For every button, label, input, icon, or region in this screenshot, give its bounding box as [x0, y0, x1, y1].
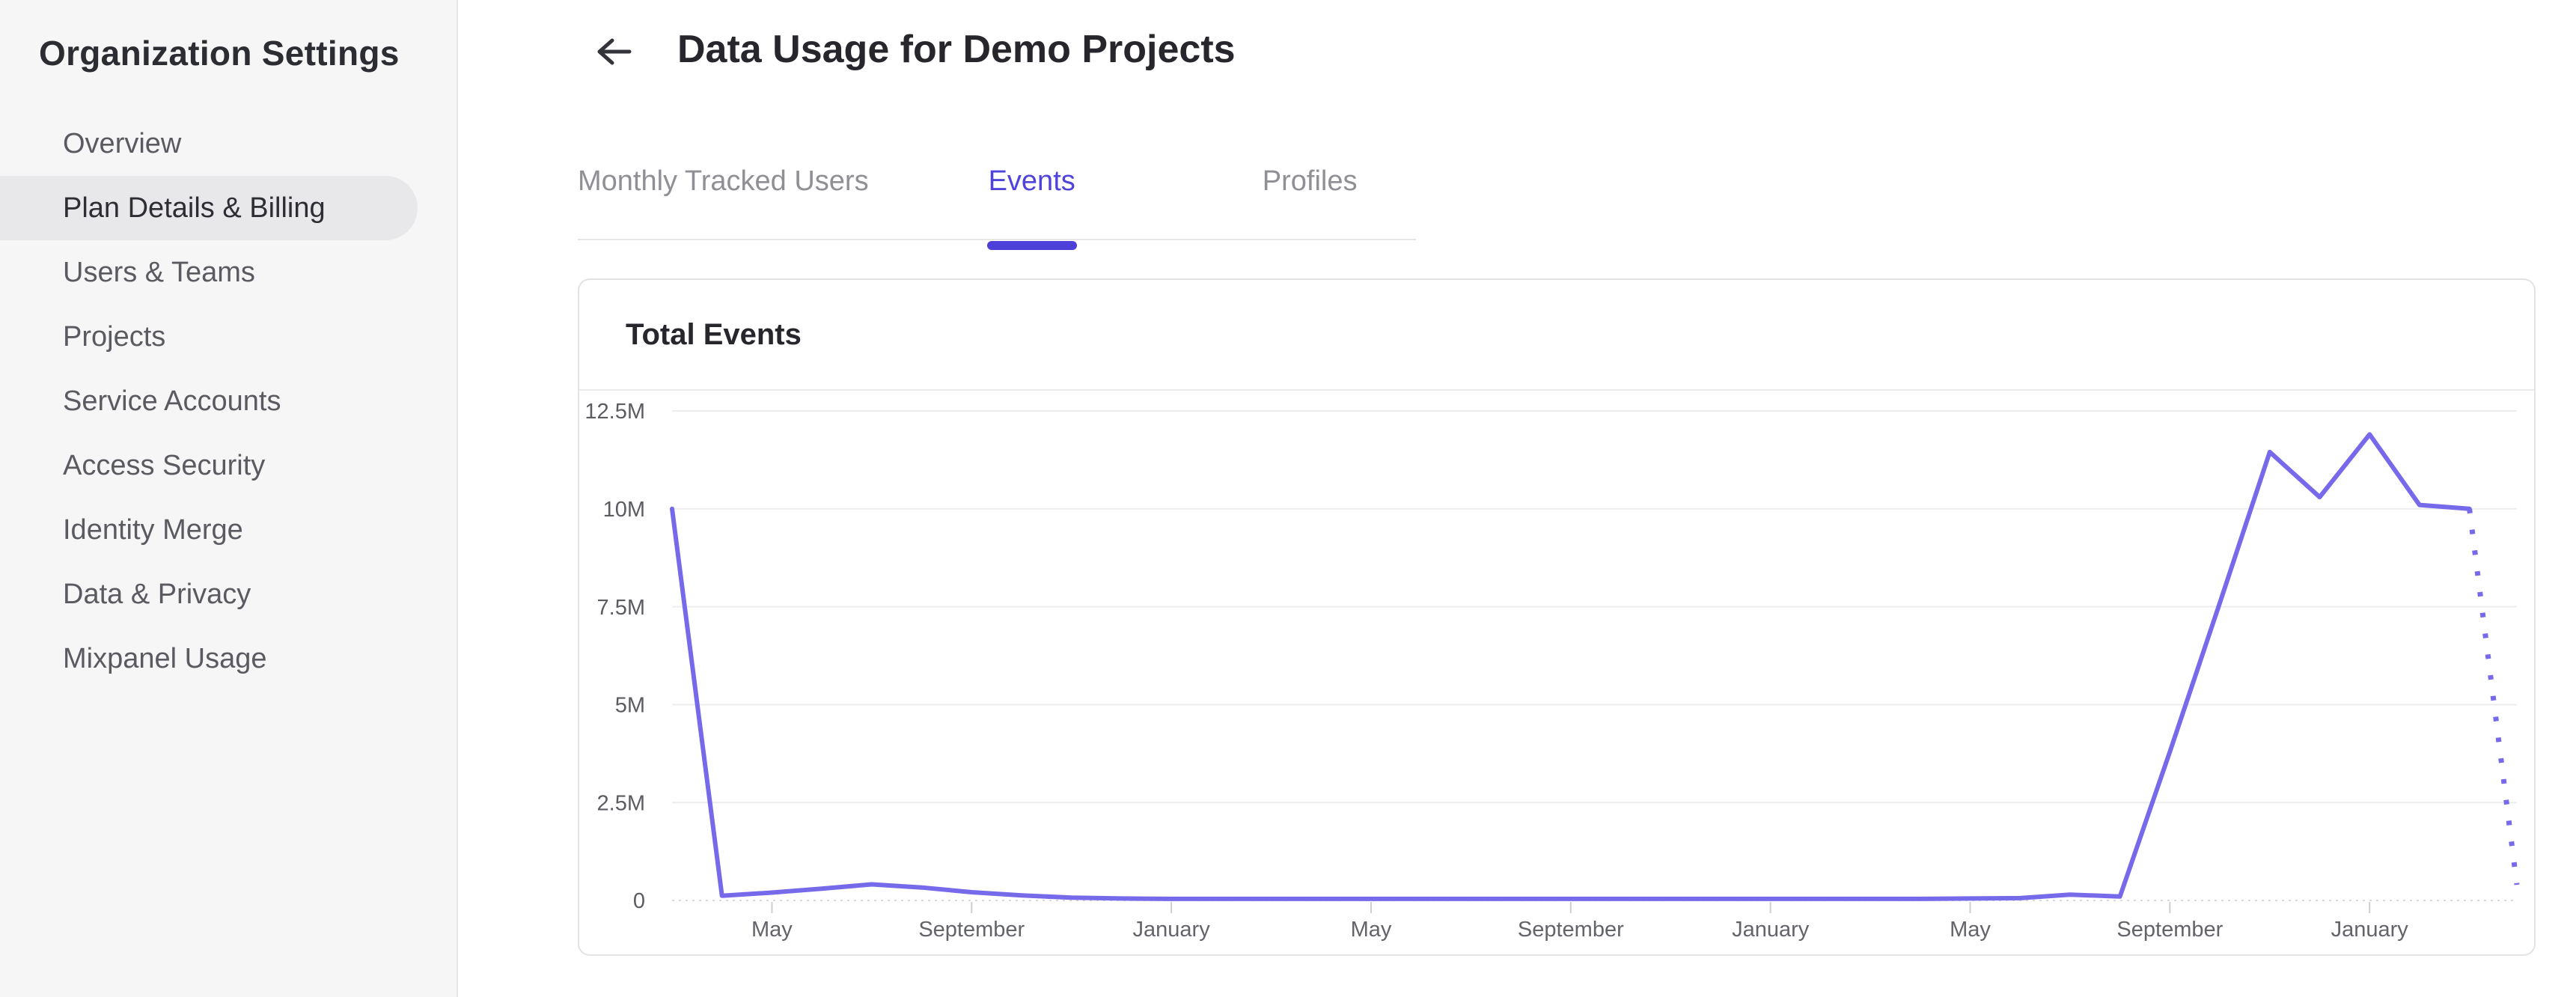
events-line-chart[interactable]: 0 2.5M 5M 7.5M 10M 12.5M May September January Ma… — [579, 391, 2534, 954]
sidebar-item-identity-merge[interactable]: Identity Merge — [63, 513, 243, 546]
sidebar-item-overview[interactable]: Overview — [63, 127, 182, 159]
sidebar-nav: Overview Plan Details & Billing Users & Te… — [0, 112, 458, 691]
events-projection-dotted-line — [2467, 508, 2520, 885]
y-tick-label-7.5M: 7.5M — [597, 596, 645, 620]
total-events-card: Total Events 0 2.5M 5M 7.5M 10M 12.5M May Septe… — [578, 278, 2536, 956]
x-tick-label-january: January — [2331, 918, 2409, 942]
x-tick-label-january: January — [1732, 918, 1810, 942]
y-tick-label-5M: 5M — [615, 694, 645, 718]
sidebar-title: Organization Settings — [39, 34, 400, 73]
sidebar-item-service-accounts[interactable]: Service Accounts — [63, 385, 281, 417]
page-title: Data Usage for Demo Projects — [677, 28, 1236, 71]
sidebar: Organization Settings Overview Plan Detai… — [0, 0, 458, 997]
chart-svg: 0 2.5M 5M 7.5M 10M 12.5M May September January Ma… — [585, 400, 2520, 942]
card-title: Total Events — [626, 317, 802, 351]
tab-bar: Monthly Tracked Users Events Profiles — [578, 157, 1416, 250]
x-tick-label-september: September — [2116, 918, 2223, 942]
x-tick-label-september: September — [918, 918, 1025, 942]
tab-profiles[interactable]: Profiles — [1262, 165, 1358, 197]
x-tick-label-september: September — [1518, 918, 1624, 942]
x-tick-label-may: May — [1351, 918, 1392, 942]
y-tick-label-10M: 10M — [603, 498, 645, 522]
sidebar-item-users-teams[interactable]: Users & Teams — [63, 256, 255, 288]
x-tick-label-january: January — [1133, 918, 1211, 942]
sidebar-item-data-privacy[interactable]: Data & Privacy — [63, 578, 251, 610]
y-tick-label-2.5M: 2.5M — [597, 791, 645, 815]
y-tick-label-12.5M: 12.5M — [585, 400, 645, 424]
left-arrow-icon — [592, 34, 635, 70]
x-tick-label-may: May — [751, 918, 793, 942]
tab-monthly-tracked-users[interactable]: Monthly Tracked Users — [578, 165, 869, 197]
card-header: Total Events — [579, 280, 2534, 391]
back-button[interactable] — [590, 30, 638, 73]
sidebar-item-mixpanel-usage[interactable]: Mixpanel Usage — [63, 642, 267, 674]
sidebar-item-projects[interactable]: Projects — [63, 320, 166, 353]
tab-events[interactable]: Events — [986, 157, 1077, 250]
y-tick-label-0: 0 — [633, 889, 645, 913]
sidebar-item-plan-details-billing[interactable]: Plan Details & Billing — [0, 176, 418, 240]
x-tick-label-may: May — [1950, 918, 1991, 942]
sidebar-item-access-security[interactable]: Access Security — [63, 449, 266, 481]
events-series-line — [670, 432, 2472, 901]
